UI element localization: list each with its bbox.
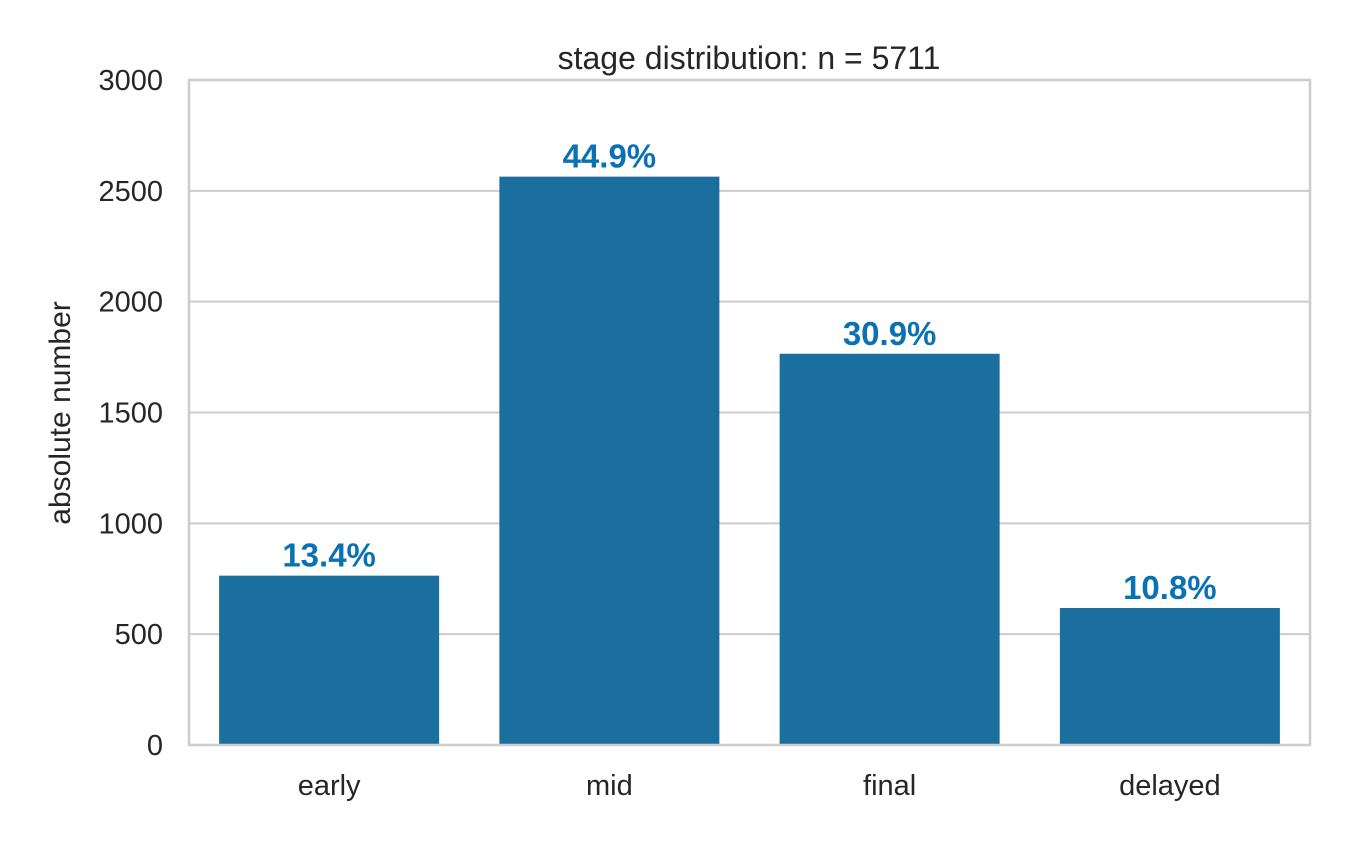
plot-frame xyxy=(187,78,1312,747)
y-tick-label: 2500 xyxy=(98,176,163,208)
bar-early xyxy=(219,575,440,745)
bar-mid xyxy=(499,176,720,745)
y-tick-label: 3000 xyxy=(98,65,163,97)
bar-final xyxy=(779,353,1000,745)
data-label: 10.8% xyxy=(1123,569,1217,606)
x-tick-label: early xyxy=(298,770,361,802)
data-label: 30.9% xyxy=(843,315,937,352)
x-tick-label: delayed xyxy=(1119,770,1221,802)
bars xyxy=(219,176,1280,745)
y-axis-title: absolute number xyxy=(44,301,77,524)
data-label: 13.4% xyxy=(282,537,376,574)
y-tick-labels: 0 500 1000 1500 2000 2500 3000 xyxy=(98,65,163,762)
y-tick-label: 0 xyxy=(147,730,163,762)
x-tick-labels: early mid final delayed xyxy=(298,770,1221,802)
y-tick-label: 1000 xyxy=(98,508,163,540)
y-tick-label: 500 xyxy=(115,619,163,651)
data-label: 44.9% xyxy=(563,138,657,175)
data-labels: 13.4% 44.9% 30.9% 10.8% xyxy=(282,138,1216,606)
chart-title: stage distribution: n = 5711 xyxy=(558,40,941,76)
x-tick-label: final xyxy=(863,770,916,802)
x-tick-label: mid xyxy=(586,770,633,802)
y-tick-label: 2000 xyxy=(98,287,163,319)
y-tick-label: 1500 xyxy=(98,398,163,430)
bar-delayed xyxy=(1059,608,1280,745)
